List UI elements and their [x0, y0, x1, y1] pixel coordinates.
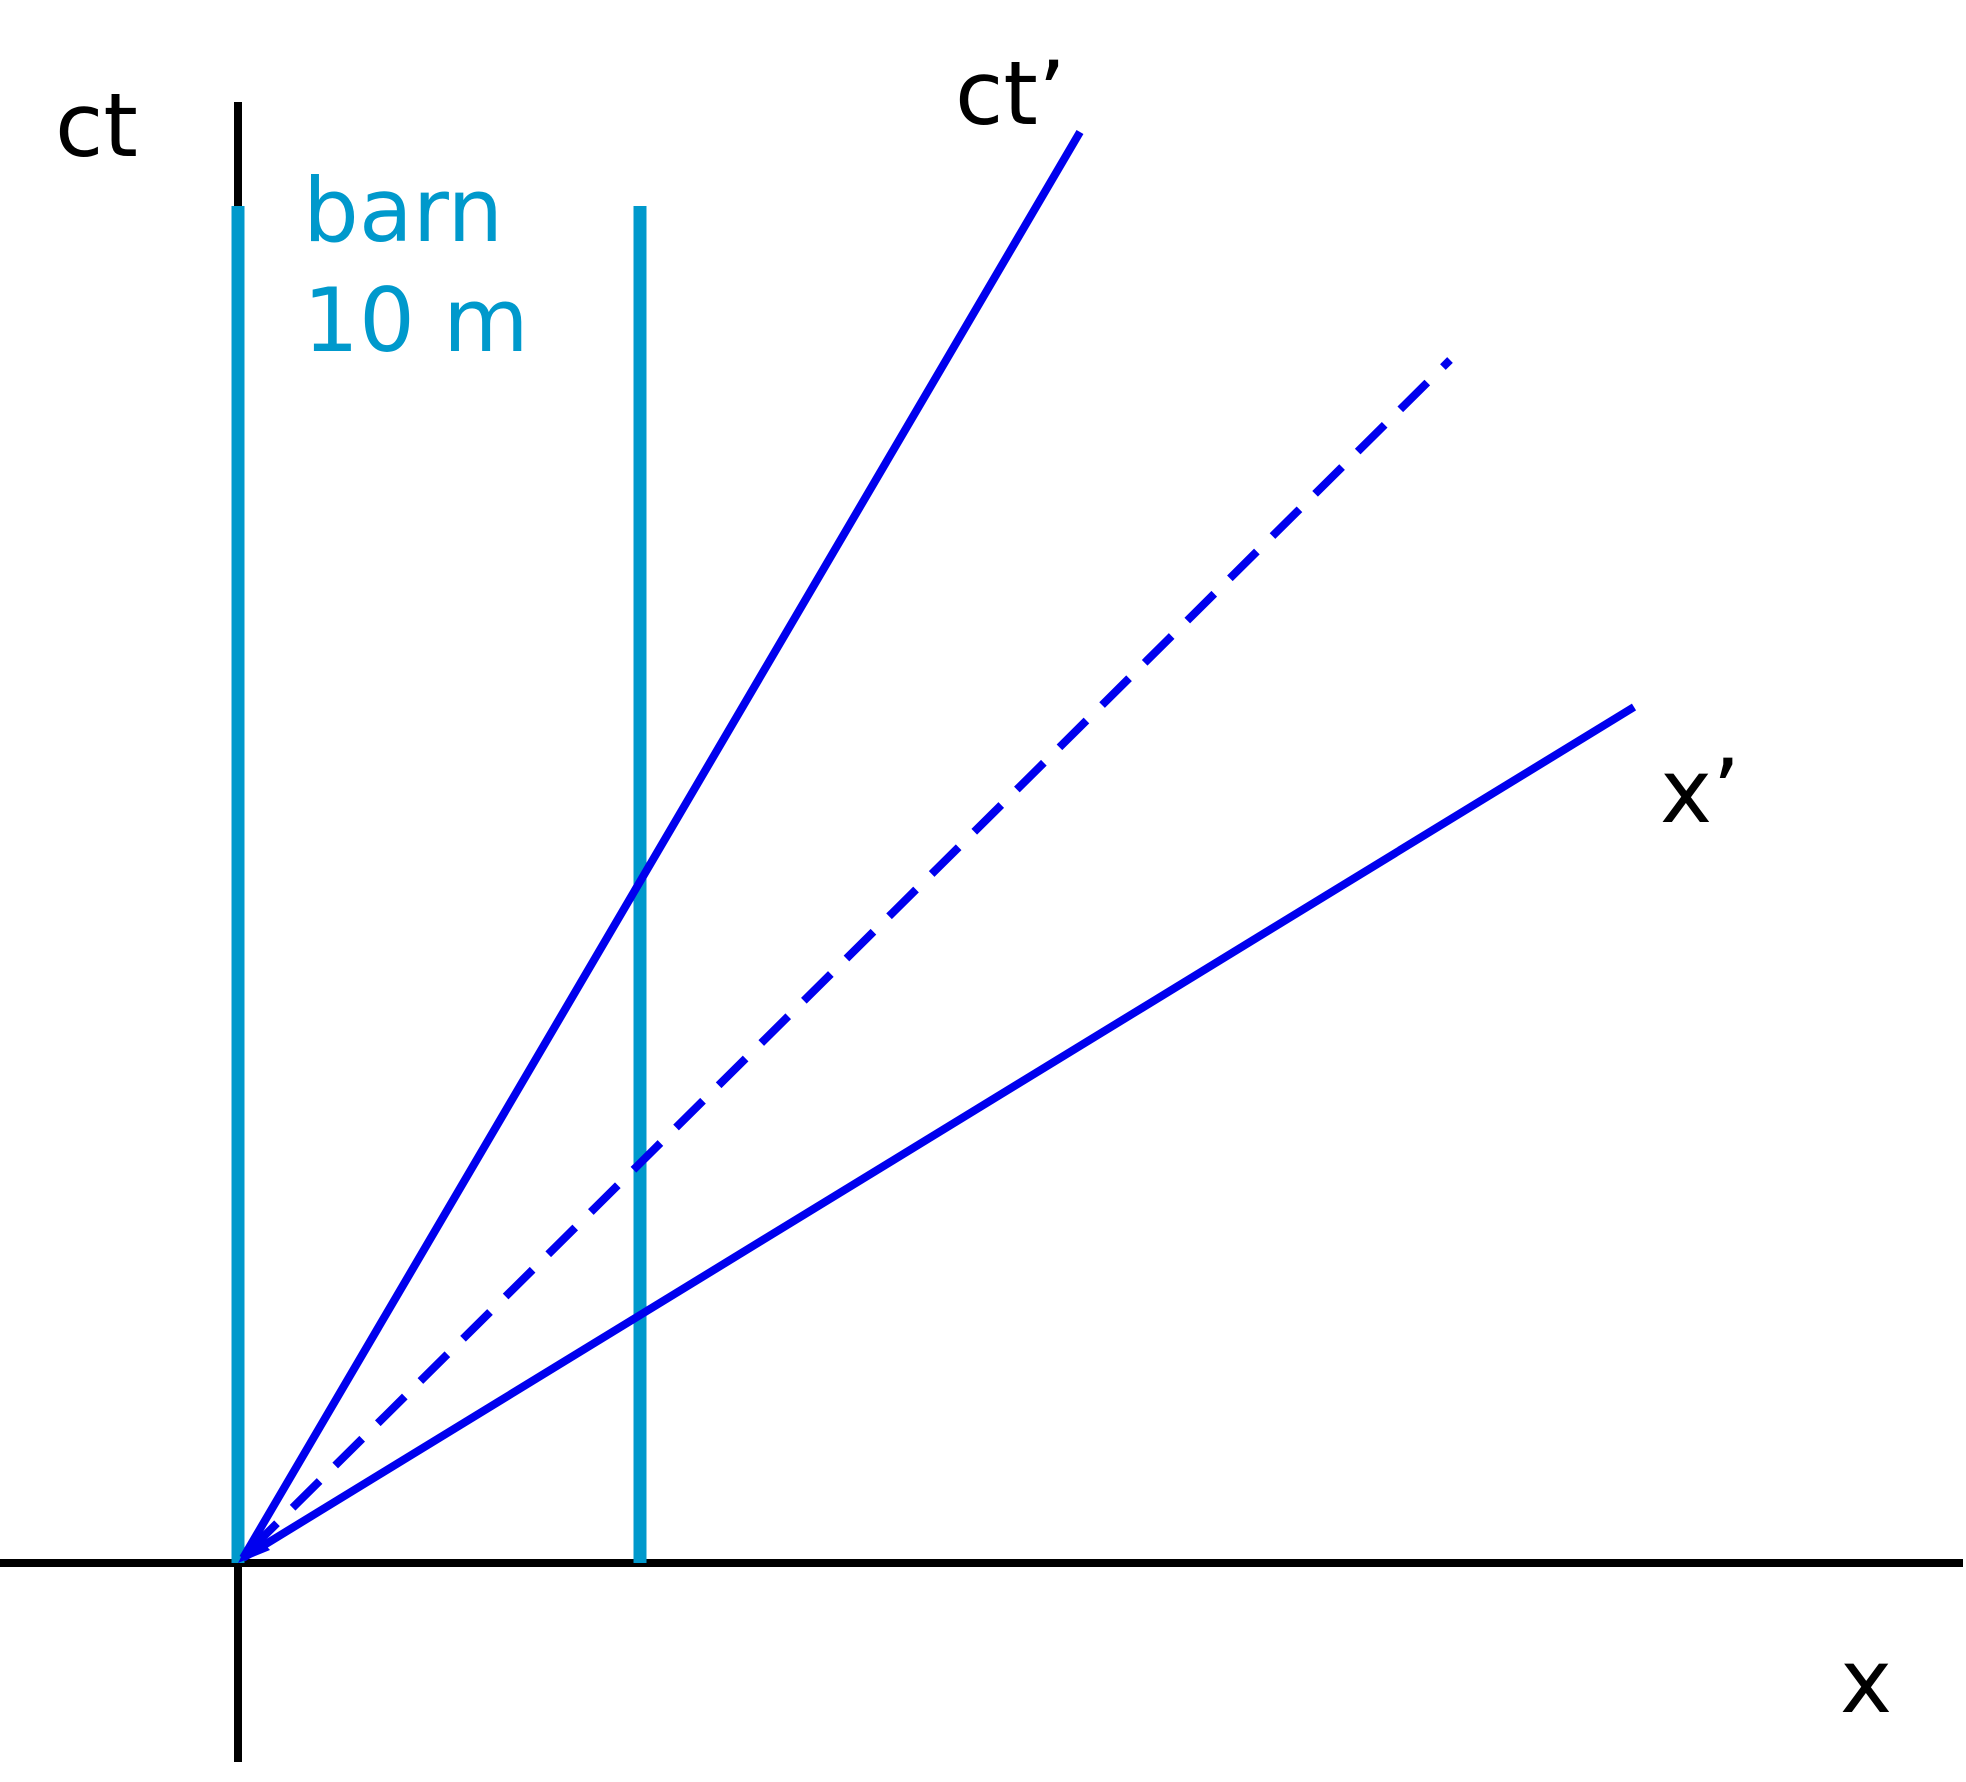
x-prime-axis: [240, 703, 1637, 1562]
ct-prime-axis-label: ct’: [955, 42, 1066, 145]
ct-axis-label: ct: [55, 74, 138, 177]
barn-label: barn: [303, 159, 503, 262]
ct-prime-axis: [239, 129, 1084, 1561]
light-cone-line: [247, 357, 1453, 1553]
x-axis-label: x: [1840, 1630, 1892, 1733]
barn-length-label: 10 m: [303, 269, 529, 372]
x-prime-axis-label: x’: [1660, 740, 1740, 843]
origin-marker: [238, 1532, 270, 1563]
